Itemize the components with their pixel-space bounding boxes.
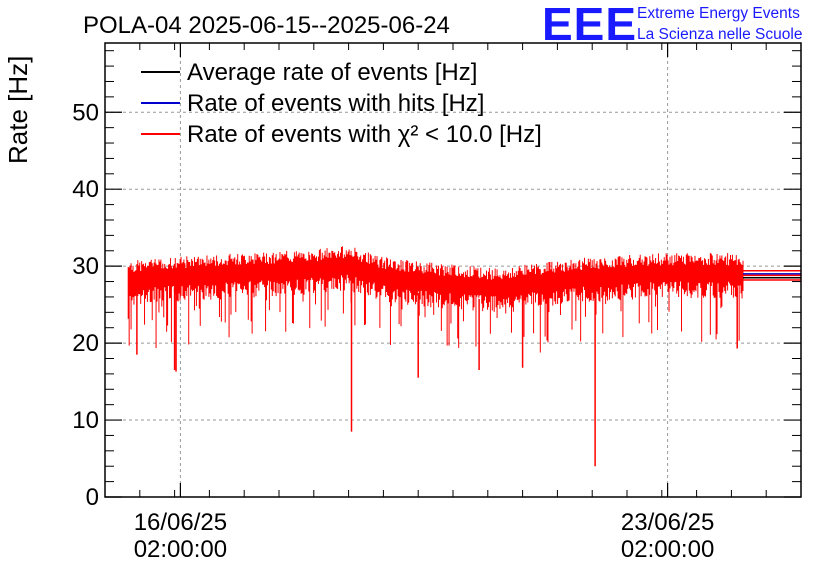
series-chi2-line	[128, 261, 744, 286]
legend-label-chi2: Rate of events with χ² < 10.0 [Hz]	[187, 121, 542, 148]
y-tick-labels: 0 10 20 30 40 50	[72, 99, 99, 511]
axis-ticks	[105, 43, 801, 498]
y-tick-label: 10	[72, 407, 99, 434]
y-tick-label: 20	[72, 330, 99, 357]
legend: Average rate of events [Hz] Rate of even…	[141, 59, 542, 148]
series-chi2-band	[127, 246, 744, 353]
series-lines	[127, 246, 801, 467]
eee-logo: EEE Extreme Energy Events La Scienza nel…	[542, 0, 802, 50]
eee-logo-mark: EEE	[542, 0, 637, 50]
x-tick-label-time: 02:00:00	[621, 536, 714, 563]
y-tick-label: 30	[72, 253, 99, 280]
x-tick-label-date: 16/06/25	[134, 509, 227, 536]
eee-logo-line1: Extreme Energy Events	[637, 5, 800, 22]
chart-title: POLA-04 2025-06-15--2025-06-24	[83, 12, 450, 39]
y-tick-label: 40	[72, 176, 99, 203]
x-tick-label-time: 02:00:00	[134, 536, 227, 563]
y-tick-label: 0	[86, 484, 99, 511]
y-tick-label: 50	[72, 99, 99, 126]
y-axis-label: Rate [Hz]	[3, 56, 33, 164]
legend-label-average: Average rate of events [Hz]	[187, 59, 477, 86]
legend-label-hits: Rate of events with hits [Hz]	[187, 90, 484, 117]
eee-logo-line2: La Scienza nelle Scuole	[637, 26, 802, 43]
x-tick-label-date: 23/06/25	[621, 509, 714, 536]
